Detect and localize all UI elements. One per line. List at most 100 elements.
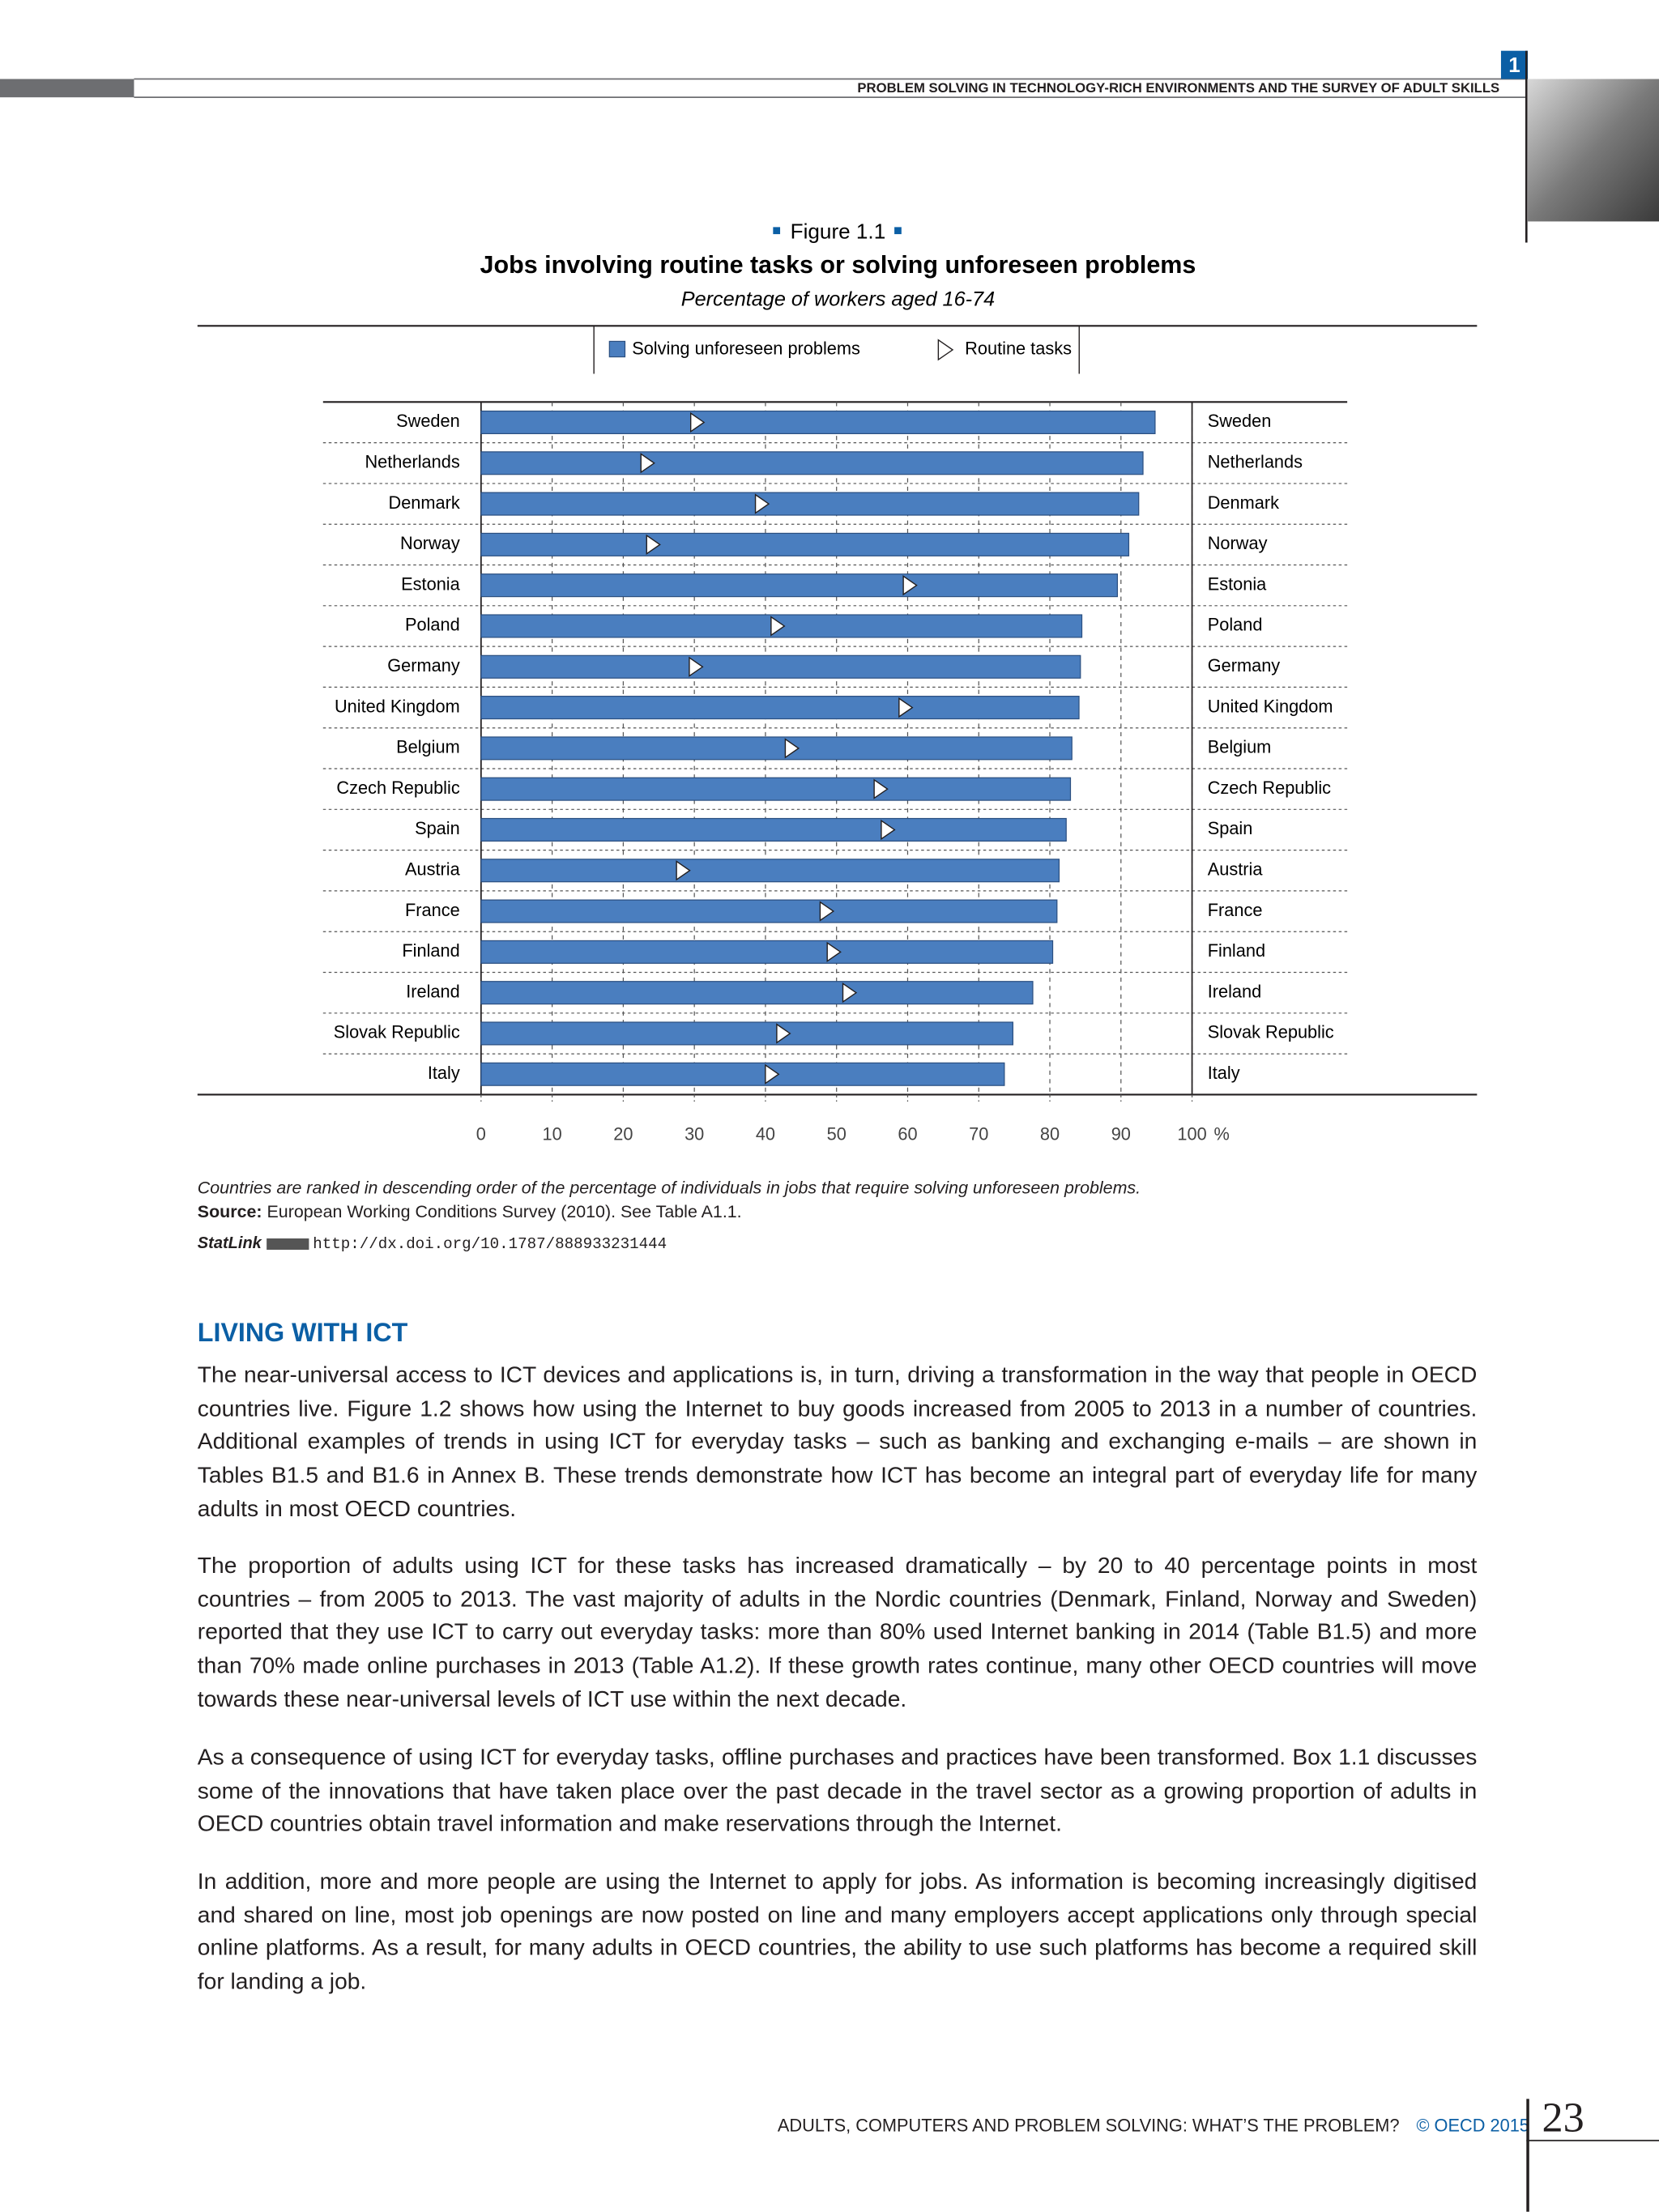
y-tick-label-right: Finland xyxy=(1208,940,1265,961)
x-tick-label: 30 xyxy=(684,1124,704,1144)
bar xyxy=(480,573,1119,598)
triangle-marker xyxy=(765,1063,780,1085)
figure-note: Countries are ranked in descending order… xyxy=(197,1178,1141,1198)
y-tick-label-right: France xyxy=(1208,900,1263,920)
y-tick-label-right: Spain xyxy=(1208,818,1253,838)
bar xyxy=(480,492,1140,516)
x-tick-label: 20 xyxy=(613,1124,633,1144)
triangle-marker xyxy=(784,738,800,759)
y-tick-label-right: Austria xyxy=(1208,859,1264,880)
y-tick-label: France xyxy=(405,900,460,920)
y-tick-label: Netherlands xyxy=(365,452,459,472)
y-tick-label: United Kingdom xyxy=(335,696,460,716)
bar xyxy=(480,1021,1013,1046)
y-tick-label: Austria xyxy=(405,859,461,880)
bar xyxy=(480,940,1054,964)
y-tick-label: Belgium xyxy=(396,737,460,757)
x-tick-label: 40 xyxy=(756,1124,775,1144)
bar xyxy=(480,1062,1005,1086)
x-tick-label: 50 xyxy=(827,1124,847,1144)
statlink-url: http://dx.doi.org/10.1787/888933231444 xyxy=(313,1237,667,1255)
y-tick-label-right: Poland xyxy=(1208,615,1263,635)
bar xyxy=(480,654,1081,679)
x-tick-label: 60 xyxy=(898,1124,917,1144)
bar xyxy=(480,817,1067,842)
y-tick-label: Finland xyxy=(402,940,459,961)
paragraph: The proportion of adults using ICT for t… xyxy=(197,1553,1478,1712)
bar xyxy=(480,696,1080,720)
y-tick-label-right: United Kingdom xyxy=(1208,696,1333,716)
chapter-number: 1 xyxy=(1508,53,1520,77)
y-tick-label: Sweden xyxy=(396,411,460,431)
x-tick-label: 0 xyxy=(476,1124,486,1144)
page-number: 23 xyxy=(1542,2095,1584,2142)
y-tick-label: Norway xyxy=(400,533,460,553)
book-title: ADULTS, COMPUTERS AND PROBLEM SOLVING: W… xyxy=(777,2116,1400,2136)
x-tick-label: 100 xyxy=(1177,1124,1206,1144)
bar xyxy=(480,859,1060,883)
statlink: StatLink http://dx.doi.org/10.1787/88893… xyxy=(198,1236,667,1255)
y-tick-label-right: Estonia xyxy=(1208,573,1267,594)
triangle-marker xyxy=(676,860,691,881)
triangle-marker xyxy=(640,453,655,474)
bar xyxy=(480,451,1144,475)
y-tick-label-right: Slovak Republic xyxy=(1208,1022,1334,1042)
y-tick-label-right: Germany xyxy=(1208,655,1281,676)
figure-bullet xyxy=(894,227,902,235)
y-tick-label: Italy xyxy=(428,1063,460,1083)
y-tick-label-right: Norway xyxy=(1208,533,1268,553)
running-title: PROBLEM SOLVING IN TECHNOLOGY-RICH ENVIR… xyxy=(857,80,1499,96)
header-bar xyxy=(0,79,134,98)
section-heading: LIVING WITH ICT xyxy=(197,1317,408,1348)
triangle-marker xyxy=(754,493,770,514)
y-tick-label-right: Ireland xyxy=(1208,981,1262,1001)
triangle-marker xyxy=(646,534,661,556)
bar xyxy=(480,736,1073,761)
triangle-marker xyxy=(902,575,918,596)
y-tick-label-right: Denmark xyxy=(1208,492,1279,513)
footer-rule xyxy=(1526,2099,1529,2212)
triangle-marker xyxy=(776,1023,791,1044)
triangle-marker xyxy=(770,616,786,637)
bar xyxy=(480,532,1130,556)
y-tick-label: Spain xyxy=(415,818,460,838)
y-tick-label: Denmark xyxy=(388,492,459,513)
y-tick-label-right: Sweden xyxy=(1208,411,1272,431)
legend-label: Solving unforeseen problems xyxy=(632,339,860,359)
y-tick-label: Germany xyxy=(387,655,460,676)
statlink-label: StatLink xyxy=(197,1235,262,1253)
copyright: © OECD 2015 xyxy=(1416,2116,1529,2136)
y-tick-label-right: Netherlands xyxy=(1208,452,1303,472)
triangle-marker xyxy=(881,819,896,841)
source-text: European Working Conditions Survey (2010… xyxy=(267,1201,742,1222)
legend-label: Routine tasks xyxy=(965,339,1072,359)
triangle-marker xyxy=(842,982,858,1004)
y-tick-label: Estonia xyxy=(401,573,460,594)
bar xyxy=(480,777,1072,801)
paragraph: The near-universal access to ICT devices… xyxy=(197,1362,1478,1522)
x-axis-unit: % xyxy=(1213,1124,1229,1144)
y-tick-label-right: Czech Republic xyxy=(1208,778,1331,798)
y-tick-label: Slovak Republic xyxy=(334,1022,460,1042)
y-tick-label-right: Belgium xyxy=(1208,737,1272,757)
bar xyxy=(480,981,1034,1005)
figure-source: Source: European Working Conditions Surv… xyxy=(198,1202,742,1221)
triangle-marker xyxy=(826,941,842,963)
paragraph: In addition, more and more people are us… xyxy=(197,1869,1478,1995)
chart-subtitle: Percentage of workers aged 16-74 xyxy=(681,288,995,311)
source-label: Source: xyxy=(197,1201,262,1222)
triangle-marker xyxy=(873,778,889,799)
y-tick-label: Czech Republic xyxy=(336,778,459,798)
chapter-box xyxy=(1500,50,1529,79)
x-tick-label: 80 xyxy=(1040,1124,1060,1144)
bar xyxy=(480,899,1058,923)
footer-rule xyxy=(1526,2139,1659,2142)
chart-title: Jobs involving routine tasks or solving … xyxy=(480,251,1196,279)
y-tick-label: Poland xyxy=(405,615,460,635)
triangle-marker xyxy=(819,901,835,922)
y-tick-label-right: Italy xyxy=(1208,1063,1240,1083)
legend-swatch xyxy=(937,339,954,361)
triangle-marker xyxy=(898,697,914,718)
